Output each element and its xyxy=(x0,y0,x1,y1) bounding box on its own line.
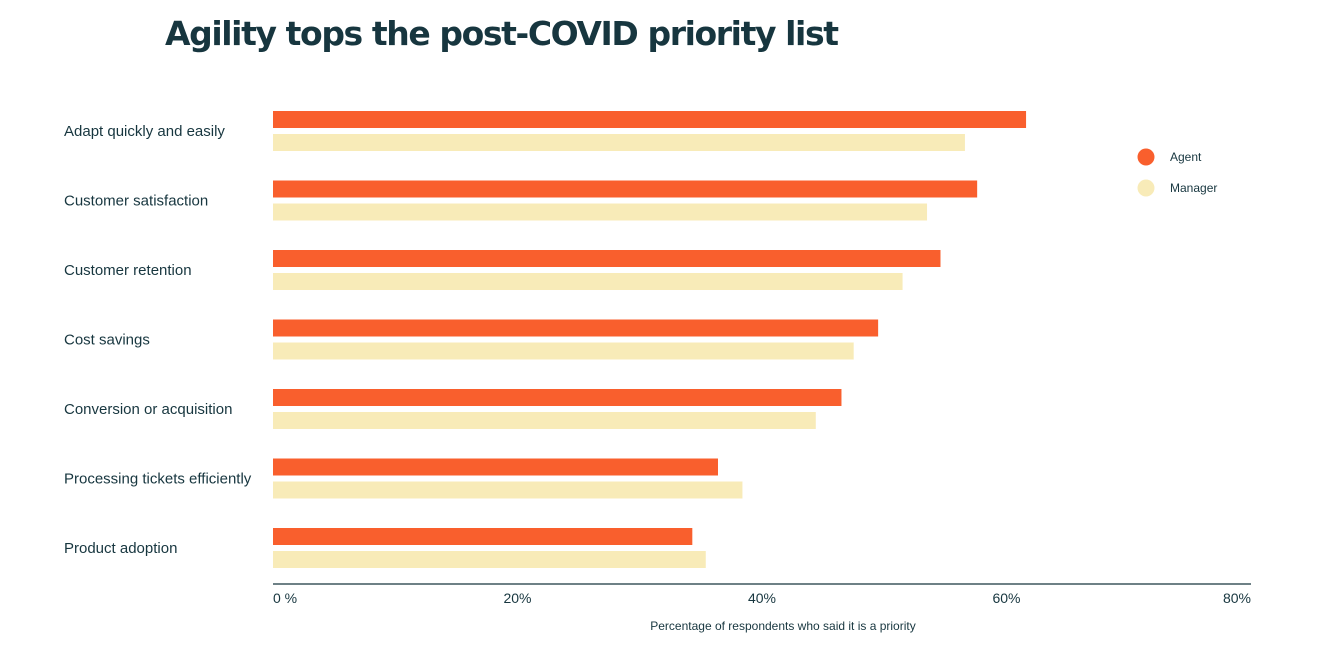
bar-manager-3 xyxy=(273,342,854,360)
category-label-4: Conversion or acquisition xyxy=(64,401,232,418)
bars-group xyxy=(273,111,1027,568)
x-tick-label-0: 0 % xyxy=(273,590,297,606)
bar-agent-1 xyxy=(273,180,978,198)
x-tick-label-20: 20% xyxy=(503,590,531,606)
bar-agent-2 xyxy=(273,250,941,267)
category-label-0: Adapt quickly and easily xyxy=(64,123,225,140)
bar-manager-4 xyxy=(273,412,816,429)
bar-agent-0 xyxy=(273,111,1027,128)
category-label-3: Cost savings xyxy=(64,332,150,349)
legend-swatch-agent xyxy=(1137,148,1155,166)
category-label-1: Customer satisfaction xyxy=(64,193,208,210)
bar-manager-5 xyxy=(273,481,743,499)
x-axis-title: Percentage of respondents who said it is… xyxy=(650,619,915,633)
legend-swatch-manager xyxy=(1137,179,1155,197)
bar-agent-5 xyxy=(273,458,718,476)
bar-agent-3 xyxy=(273,319,879,337)
bar-manager-6 xyxy=(273,551,706,568)
category-label-2: Customer retention xyxy=(64,262,192,279)
legend: Agent Manager xyxy=(1137,148,1217,197)
bar-manager-0 xyxy=(273,134,965,151)
x-tick-label-40: 40% xyxy=(748,590,776,606)
x-tick-labels: 0 % 20% 40% 60% 80% xyxy=(273,590,1251,606)
legend-label-manager: Manager xyxy=(1170,181,1217,195)
bar-manager-1 xyxy=(273,203,928,221)
category-labels: Adapt quickly and easily Customer satisfa… xyxy=(64,123,252,557)
bar-agent-4 xyxy=(273,389,842,406)
x-tick-label-60: 60% xyxy=(992,590,1020,606)
bar-manager-2 xyxy=(273,273,903,290)
bar-agent-6 xyxy=(273,528,693,545)
category-label-6: Product adoption xyxy=(64,540,177,557)
x-tick-label-80: 80% xyxy=(1223,590,1251,606)
category-label-5: Processing tickets efficiently xyxy=(64,471,252,488)
chart-title: Agility tops the post-COVID priority lis… xyxy=(165,14,839,53)
legend-label-agent: Agent xyxy=(1170,150,1202,164)
